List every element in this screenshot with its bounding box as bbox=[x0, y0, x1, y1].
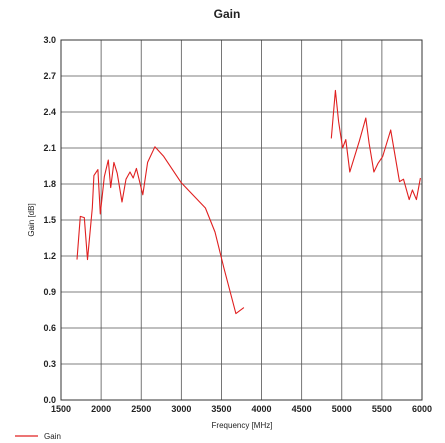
y-tick-label: 2.4 bbox=[43, 107, 56, 117]
x-tick-label: 4500 bbox=[292, 404, 312, 414]
grid bbox=[60, 39, 423, 401]
x-tick-label: 3500 bbox=[211, 404, 231, 414]
y-tick-label: 0.9 bbox=[43, 287, 56, 297]
y-tick-label: 3.0 bbox=[43, 35, 56, 45]
x-tick-label: 2500 bbox=[131, 404, 151, 414]
y-tick-label: 0.0 bbox=[43, 395, 56, 405]
y-tick-label: 2.1 bbox=[43, 143, 56, 153]
legend: Gain bbox=[15, 432, 61, 441]
series-line-gain bbox=[76, 146, 245, 315]
y-tick-label: 0.3 bbox=[43, 359, 56, 369]
y-tick-label: 1.8 bbox=[43, 179, 56, 189]
plot-frame bbox=[60, 39, 423, 401]
legend-label-gain: Gain bbox=[44, 432, 61, 441]
chart-title: Gain bbox=[214, 7, 241, 21]
series-line-gain bbox=[330, 89, 421, 201]
x-axis-label: Frequency [MHz] bbox=[212, 421, 273, 430]
series-layer bbox=[76, 89, 421, 315]
y-tick-labels: 0.0 0.3 0.6 0.9 1.2 1.5 1.8 2.1 2.4 2.7 3.0 bbox=[43, 35, 56, 405]
y-axis-label: Gain [dB] bbox=[27, 203, 36, 236]
y-tick-label: 1.2 bbox=[43, 251, 56, 261]
x-tick-label: 5000 bbox=[332, 404, 352, 414]
x-tick-labels: 1500 2000 2500 3000 3500 4000 4500 5000 5500 6000 bbox=[51, 404, 432, 414]
y-tick-label: 0.6 bbox=[43, 323, 56, 333]
y-tick-label: 2.7 bbox=[43, 71, 56, 81]
x-tick-label: 5500 bbox=[372, 404, 392, 414]
x-tick-label: 3000 bbox=[171, 404, 191, 414]
x-tick-label: 6000 bbox=[412, 404, 432, 414]
y-tick-label: 1.5 bbox=[43, 215, 56, 225]
x-tick-label: 1500 bbox=[51, 404, 71, 414]
x-tick-label: 2000 bbox=[91, 404, 111, 414]
x-tick-label: 4000 bbox=[252, 404, 272, 414]
